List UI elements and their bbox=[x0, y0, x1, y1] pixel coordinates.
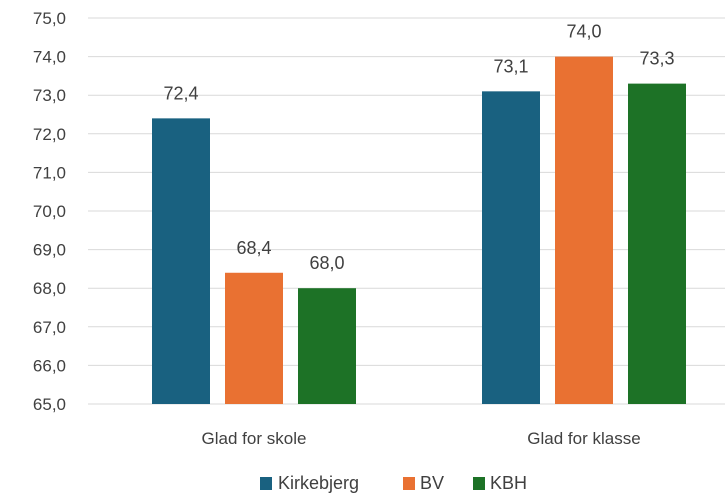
y-axis-tick-labels: 65,0 66,0 67,0 68,0 69,0 70,0 71,0 72,0 73,0 74,0… bbox=[33, 9, 66, 414]
x-category-label: Glad for skole bbox=[202, 429, 307, 448]
y-tick-label: 65,0 bbox=[33, 395, 66, 414]
y-tick-label: 69,0 bbox=[33, 241, 66, 260]
legend-label: Kirkebjerg bbox=[278, 473, 359, 493]
bar bbox=[482, 91, 540, 404]
y-tick-label: 68,0 bbox=[33, 279, 66, 298]
y-tick-label: 74,0 bbox=[33, 48, 66, 67]
data-label: 73,3 bbox=[639, 49, 674, 69]
y-tick-label: 73,0 bbox=[33, 86, 66, 105]
bar bbox=[298, 288, 356, 404]
x-category-label: Glad for klasse bbox=[527, 429, 640, 448]
data-label: 72,4 bbox=[163, 83, 198, 103]
y-tick-label: 71,0 bbox=[33, 163, 66, 182]
data-label: 68,4 bbox=[236, 238, 271, 258]
bar bbox=[152, 118, 210, 405]
x-axis-category-labels: Glad for skole Glad for klasse bbox=[202, 429, 641, 448]
data-label: 74,0 bbox=[566, 22, 601, 42]
legend-swatch bbox=[473, 477, 485, 490]
data-label: 73,1 bbox=[493, 56, 528, 76]
data-labels: 72,4 68,4 68,0 73,1 74,0 73,3 bbox=[163, 22, 674, 274]
data-label: 68,0 bbox=[309, 253, 344, 273]
legend-swatch bbox=[403, 477, 415, 490]
y-tick-label: 66,0 bbox=[33, 356, 66, 375]
bars bbox=[152, 56, 686, 405]
legend-label: BV bbox=[420, 473, 444, 493]
y-tick-label: 72,0 bbox=[33, 125, 66, 144]
bar bbox=[225, 272, 283, 404]
bar bbox=[555, 56, 613, 404]
legend: Kirkebjerg BV KBH bbox=[260, 473, 527, 493]
legend-label: KBH bbox=[490, 473, 527, 493]
bar bbox=[628, 83, 686, 405]
y-tick-label: 67,0 bbox=[33, 318, 66, 337]
y-tick-label: 75,0 bbox=[33, 9, 66, 28]
legend-swatch bbox=[260, 477, 272, 490]
y-tick-label: 70,0 bbox=[33, 202, 66, 221]
